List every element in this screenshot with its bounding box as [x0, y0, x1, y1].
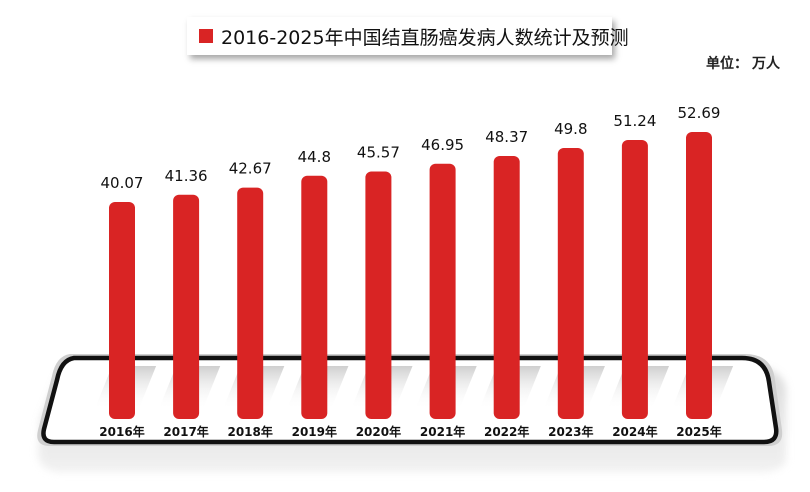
value-label: 52.69 [678, 104, 721, 122]
chart-title: 2016-2025年中国结直肠癌发病人数统计及预测 [221, 26, 629, 49]
bar [686, 132, 712, 419]
bar [173, 194, 200, 419]
category-label: 2018年 [227, 424, 272, 439]
bar [621, 140, 648, 419]
bar [365, 171, 392, 419]
category-label: 2025年 [676, 424, 721, 439]
value-label: 49.8 [554, 120, 587, 138]
bars [109, 132, 712, 419]
value-label: 44.8 [298, 148, 331, 166]
value-label: 42.67 [229, 160, 272, 178]
unit-label-prefix: 单位： [706, 56, 748, 72]
value-label: 51.24 [613, 112, 656, 130]
bar [301, 175, 328, 419]
value-labels: 40.07 41.36 42.67 44.8 45.57 46.95 48.37 49.8 51… [101, 104, 721, 192]
bar [429, 163, 456, 419]
category-label: 2020年 [356, 424, 401, 439]
category-label: 2022年 [484, 424, 529, 439]
legend-swatch [199, 29, 213, 43]
category-label: 2023年 [548, 424, 593, 439]
category-label: 2024年 [612, 424, 657, 439]
unit-label-value: 万人 [752, 56, 780, 72]
unit-label: 单位： 万人 [706, 53, 780, 73]
bar [557, 148, 584, 419]
category-label: 2019年 [292, 424, 337, 439]
category-labels: 2016年 2017年 2018年 2019年 2020年 2021年 2022年 2023年… [99, 424, 721, 439]
category-label: 2016年 [99, 424, 144, 439]
category-label: 2021年 [420, 424, 465, 439]
bar [109, 202, 135, 419]
value-label: 40.07 [101, 174, 144, 192]
value-label: 45.57 [357, 144, 400, 162]
chart-title-box: 2016-2025年中国结直肠癌发病人数统计及预测 [187, 17, 629, 55]
value-label: 48.37 [485, 128, 528, 146]
category-label: 2017年 [163, 424, 208, 439]
value-label: 46.95 [421, 136, 464, 154]
bar [493, 156, 520, 419]
value-label: 41.36 [165, 167, 208, 185]
bar [237, 187, 264, 419]
